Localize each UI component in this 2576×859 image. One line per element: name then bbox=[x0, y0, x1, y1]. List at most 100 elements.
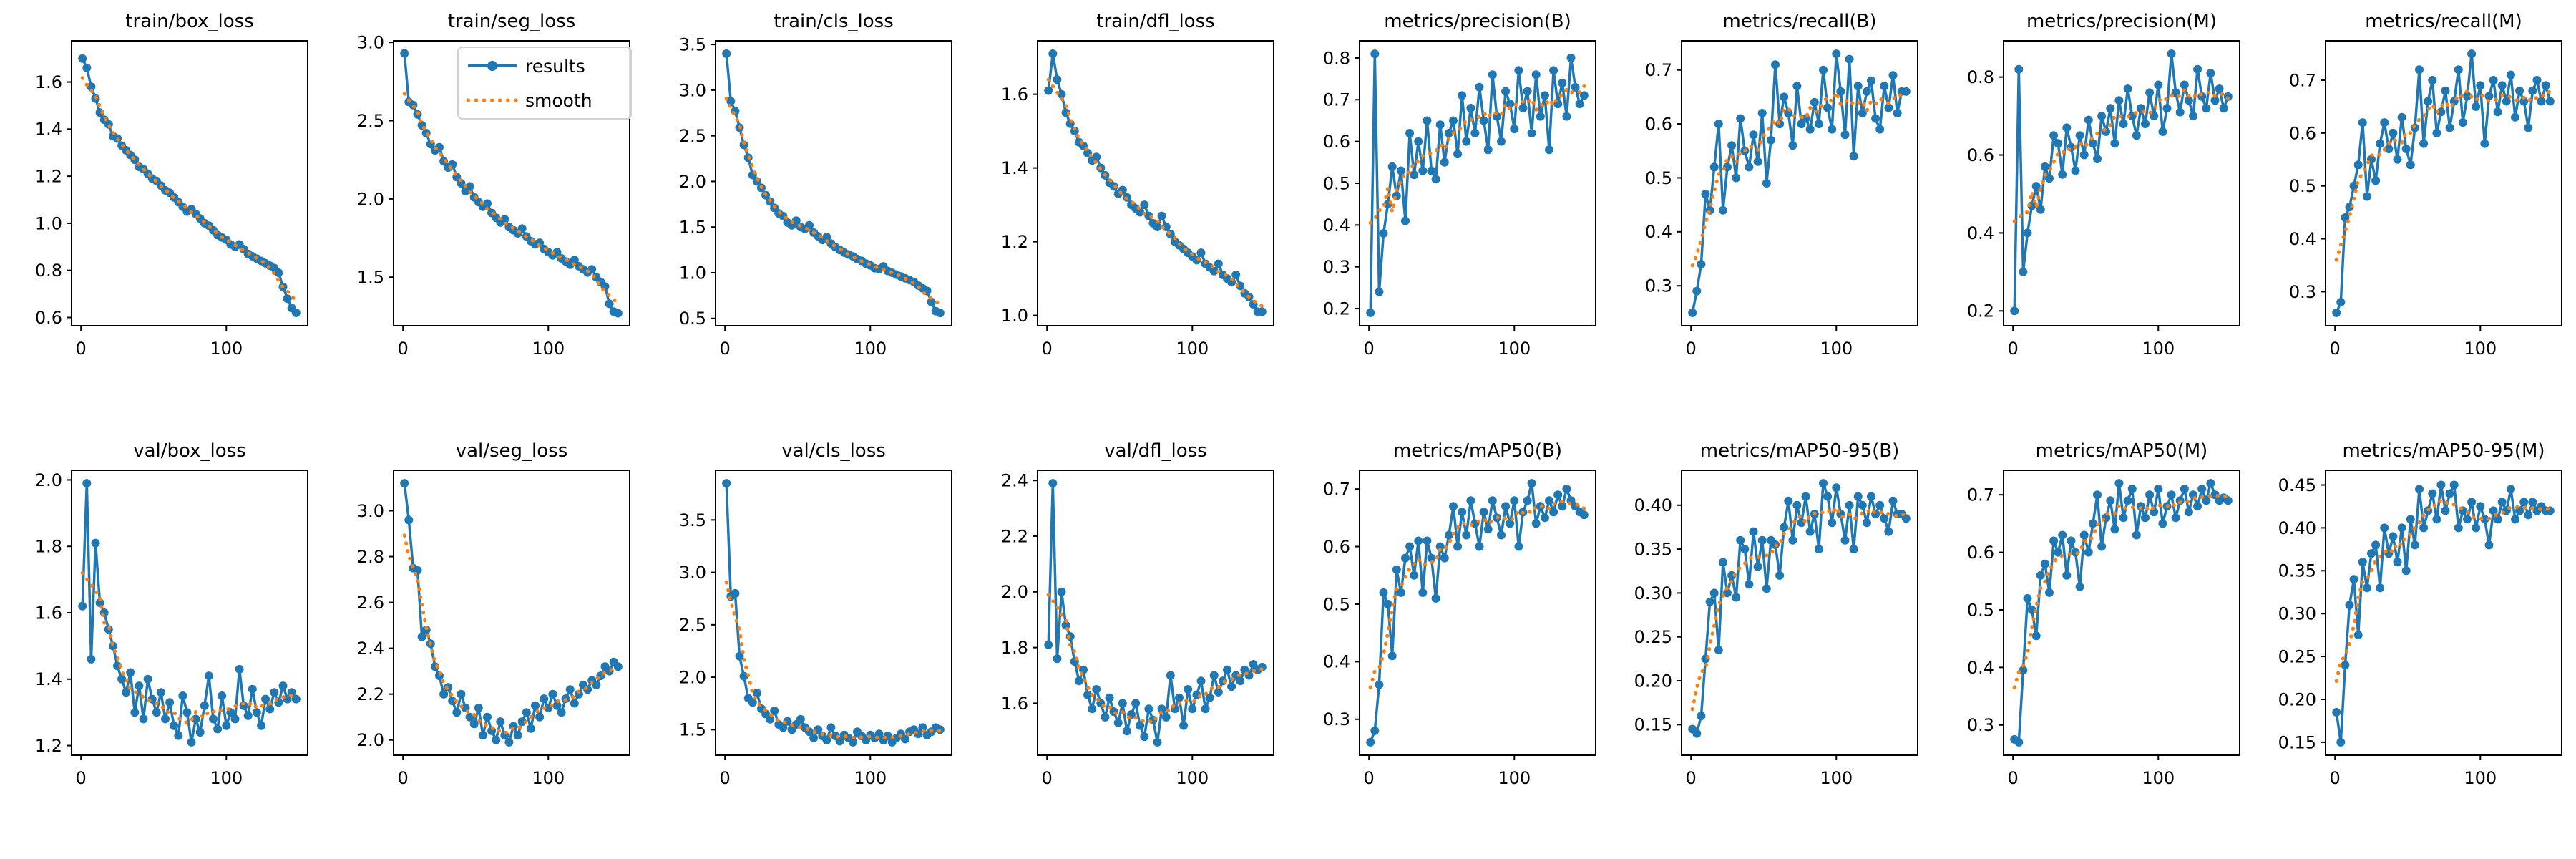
y-tick-label: 0.3 bbox=[1967, 715, 1994, 735]
legend-label-smooth: smooth bbox=[525, 90, 592, 111]
results-markers bbox=[1688, 479, 1911, 738]
axes-box bbox=[2325, 40, 2562, 326]
results-markers bbox=[400, 479, 623, 747]
y-tick-label: 0.40 bbox=[1634, 495, 1672, 515]
axes-box bbox=[2003, 40, 2240, 326]
y-tick-label: 0.6 bbox=[1967, 543, 1994, 563]
y-tick-label: 2.2 bbox=[1001, 526, 1028, 546]
axes-box bbox=[1359, 40, 1596, 326]
subplot-canvas-metrics-recall-m: metrics/recall(M) 0.3 0.4 0.5 0.6 0.7 0 100 bbox=[2289, 11, 2562, 359]
results-markers bbox=[1044, 479, 1267, 747]
smooth-line bbox=[2012, 88, 2230, 223]
y-tick-label: 0.20 bbox=[2278, 689, 2316, 709]
x-tick-label: 0 bbox=[2008, 339, 2019, 359]
smooth-line bbox=[1368, 499, 1586, 689]
y-tick-label: 1.0 bbox=[35, 213, 62, 233]
results-markers bbox=[722, 479, 945, 747]
y-tick-label: 0.5 bbox=[1323, 594, 1350, 614]
subplot-metrics-map50-m: metrics/mAP50(M) 0.3 0.4 0.5 0.6 0.7 0 100 bbox=[1932, 430, 2254, 859]
x-tick-label: 100 bbox=[2464, 768, 2497, 788]
axes-box bbox=[715, 470, 952, 756]
y-tick-label: 1.4 bbox=[35, 120, 62, 140]
subplot-val-cls-loss: val/cls_loss 1.5 2.0 2.5 3.0 3.5 0 100 bbox=[644, 430, 966, 859]
x-tick-label: 100 bbox=[210, 768, 243, 788]
y-tick-label: 3.5 bbox=[679, 35, 706, 55]
axes-box bbox=[1037, 470, 1274, 756]
axes-box bbox=[1681, 470, 1918, 756]
y-tick-label: 1.6 bbox=[35, 72, 62, 92]
x-tick-label: 100 bbox=[1176, 339, 1209, 359]
y-tick-label: 1.2 bbox=[1001, 232, 1028, 252]
y-tick-label: 2.0 bbox=[1001, 582, 1028, 602]
subplot-canvas-metrics-map50-m: metrics/mAP50(M) 0.3 0.4 0.5 0.6 0.7 0 100 bbox=[1967, 440, 2240, 788]
x-tick-label: 100 bbox=[532, 768, 565, 788]
y-tick-label: 1.5 bbox=[679, 720, 706, 740]
x-tick-label: 100 bbox=[1176, 768, 1209, 788]
y-tick-label: 0.3 bbox=[1323, 709, 1350, 729]
y-tick-label: 0.3 bbox=[2289, 282, 2316, 302]
x-tick-label: 100 bbox=[2142, 339, 2175, 359]
subplot-canvas-val-seg-loss: val/seg_loss 2.0 2.2 2.4 2.6 2.8 3.0 0 100 bbox=[357, 440, 630, 788]
results-line bbox=[2013, 482, 2230, 744]
x-tick-label: 0 bbox=[1042, 339, 1053, 359]
plot-title: metrics/recall(B) bbox=[1723, 11, 1877, 32]
results-markers bbox=[1366, 49, 1589, 317]
smooth-line bbox=[1046, 77, 1264, 309]
smooth-line bbox=[724, 581, 942, 740]
y-tick-label: 1.0 bbox=[1001, 306, 1028, 326]
subplot-train-cls-loss: train/cls_loss 0.5 1.0 1.5 2.0 2.5 3.0 3.5 0 100 bbox=[644, 0, 966, 430]
plot-title: metrics/mAP50(M) bbox=[2036, 440, 2208, 462]
y-tick-label: 2.2 bbox=[357, 684, 384, 704]
y-tick-label: 0.2 bbox=[1323, 299, 1350, 319]
axes-box bbox=[393, 470, 630, 756]
y-tick-label: 1.4 bbox=[1001, 158, 1028, 178]
x-tick-label: 0 bbox=[1686, 768, 1697, 788]
x-tick-label: 100 bbox=[1498, 768, 1531, 788]
y-tick-label: 0.4 bbox=[1645, 222, 1672, 242]
subplot-metrics-map50-95-m: metrics/mAP50-95(M) 0.15 0.20 0.25 0.30 0.35 0… bbox=[2254, 430, 2576, 859]
results-line bbox=[1369, 52, 1586, 314]
x-tick-label: 100 bbox=[2142, 768, 2175, 788]
smooth-line bbox=[402, 92, 620, 306]
subplot-canvas-metrics-map50-95-b: metrics/mAP50-95(B) 0.15 0.20 0.25 0.30 0.35 0… bbox=[1634, 440, 1918, 788]
plot-title: metrics/mAP50-95(B) bbox=[1700, 440, 1900, 462]
x-tick-label: 0 bbox=[1364, 768, 1375, 788]
subplot-canvas-train-dfl-loss: train/dfl_loss 1.0 1.2 1.4 1.6 0 100 bbox=[1001, 11, 1274, 359]
legend-label-results: results bbox=[525, 56, 585, 77]
x-tick-label: 100 bbox=[1820, 768, 1853, 788]
x-tick-label: 100 bbox=[1498, 339, 1531, 359]
results-line bbox=[1047, 52, 1264, 314]
x-tick-label: 100 bbox=[854, 768, 887, 788]
y-tick-label: 2.4 bbox=[357, 639, 384, 659]
subplot-metrics-recall-m: metrics/recall(M) 0.3 0.4 0.5 0.6 0.7 0 100 bbox=[2254, 0, 2576, 430]
subplot-canvas-val-box-loss: val/box_loss 1.2 1.4 1.6 1.8 2.0 0 100 bbox=[35, 440, 308, 788]
legend-results-marker bbox=[487, 61, 497, 71]
y-tick-label: 3.0 bbox=[679, 563, 706, 583]
results-markers bbox=[722, 49, 945, 318]
subplot-canvas-metrics-precision-m: metrics/precision(M) 0.2 0.4 0.6 0.8 0 100 bbox=[1967, 11, 2240, 359]
smooth-line bbox=[1046, 593, 1264, 725]
results-line bbox=[2335, 483, 2552, 744]
results-markers bbox=[78, 479, 301, 747]
axes-box bbox=[1037, 40, 1274, 326]
y-tick-label: 0.30 bbox=[1634, 583, 1672, 603]
y-tick-label: 3.0 bbox=[357, 33, 384, 53]
plot-title: val/seg_loss bbox=[456, 440, 568, 462]
y-tick-label: 2.8 bbox=[357, 547, 384, 567]
y-tick-label: 1.8 bbox=[1001, 638, 1028, 658]
y-tick-label: 0.5 bbox=[1967, 600, 1994, 620]
results-line bbox=[1047, 482, 1264, 744]
subplot-canvas-metrics-precision-b: metrics/precision(B) 0.2 0.3 0.4 0.5 0.6 0.7 0.… bbox=[1323, 11, 1596, 359]
results-markers bbox=[2332, 480, 2555, 747]
subplot-canvas-train-cls-loss: train/cls_loss 0.5 1.0 1.5 2.0 2.5 3.0 3.5 0 100 bbox=[679, 11, 952, 359]
x-tick-label: 0 bbox=[720, 768, 731, 788]
subplot-metrics-map50-95-b: metrics/mAP50-95(B) 0.15 0.20 0.25 0.30 0.35 0… bbox=[1610, 430, 1932, 859]
axes-box bbox=[71, 40, 308, 326]
results-markers bbox=[2010, 479, 2233, 747]
y-tick-label: 0.15 bbox=[1634, 715, 1672, 735]
smooth-line bbox=[402, 533, 620, 735]
smooth-line bbox=[724, 96, 942, 306]
y-tick-label: 0.7 bbox=[1323, 480, 1350, 500]
y-tick-label: 2.0 bbox=[357, 189, 384, 209]
